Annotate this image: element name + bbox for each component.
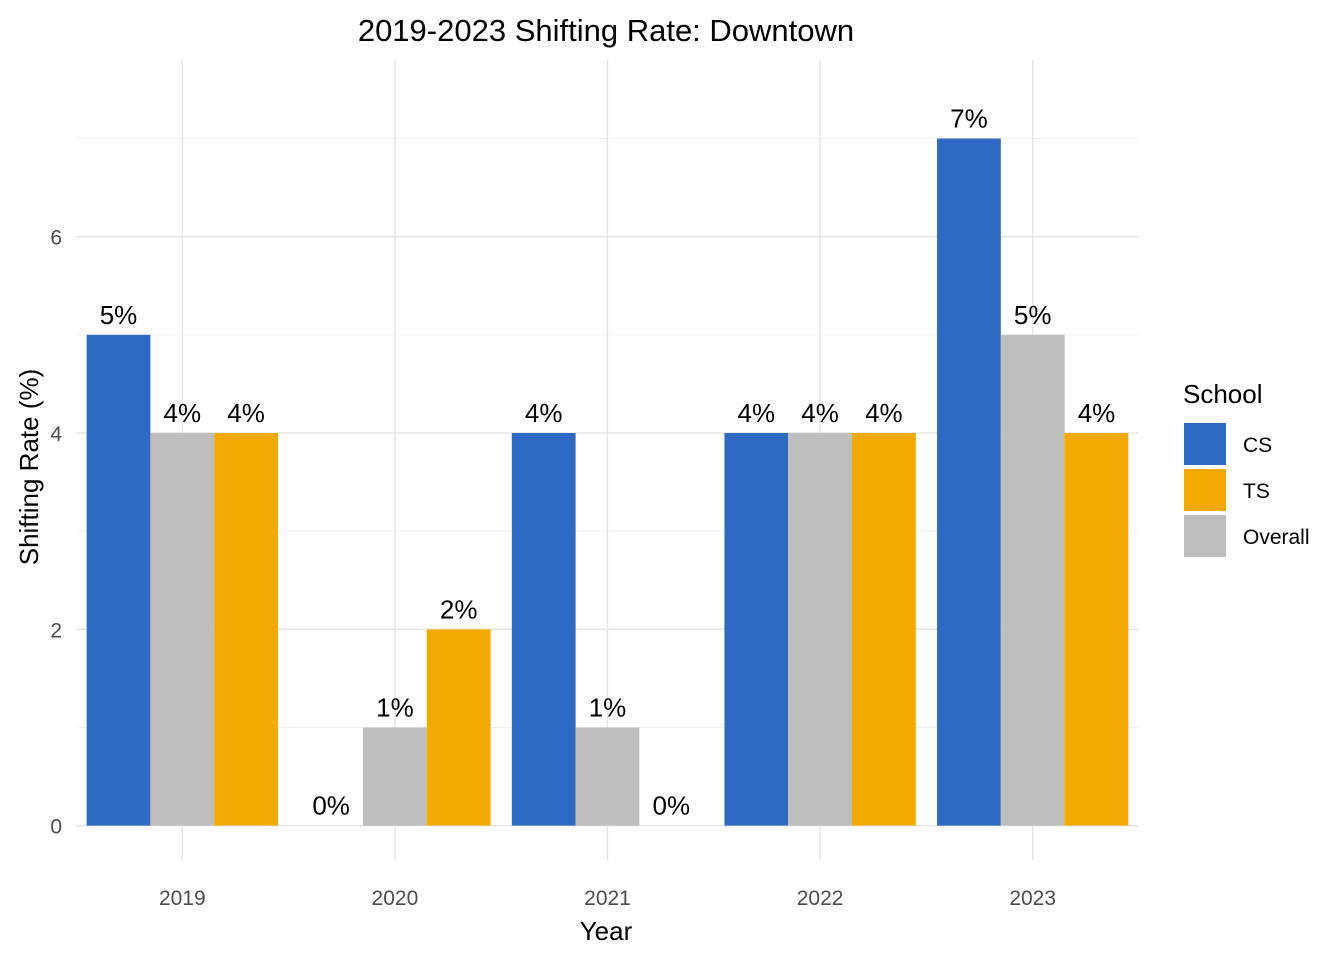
bar-overall-2022 bbox=[788, 433, 852, 826]
data-label-ts-2022: 4% bbox=[865, 398, 903, 428]
data-label-overall-2022: 4% bbox=[801, 398, 839, 428]
data-label-cs-2020: 0% bbox=[312, 791, 350, 821]
data-label-overall-2020: 1% bbox=[376, 692, 414, 722]
bar-cs-2023 bbox=[937, 138, 1001, 826]
data-label-cs-2023: 7% bbox=[950, 104, 988, 134]
data-label-ts-2020: 2% bbox=[440, 594, 478, 624]
data-label-overall-2023: 5% bbox=[1014, 300, 1052, 330]
bar-cs-2019 bbox=[86, 334, 151, 826]
data-label-overall-2019: 4% bbox=[164, 398, 202, 428]
x-tick-label: 2022 bbox=[797, 887, 844, 910]
bar-cs-2022 bbox=[724, 433, 789, 826]
legend-swatch-cs bbox=[1184, 423, 1226, 465]
data-label-ts-2023: 4% bbox=[1078, 398, 1116, 428]
legend-label-ts: TS bbox=[1243, 480, 1270, 503]
bar-ts-2020 bbox=[426, 629, 491, 826]
data-label-cs-2019: 5% bbox=[100, 300, 138, 330]
x-tick-label: 2020 bbox=[372, 887, 419, 910]
y-tick-label: 4 bbox=[50, 423, 62, 446]
bar-ts-2023 bbox=[1064, 433, 1129, 826]
legend-title: School bbox=[1183, 379, 1263, 409]
x-tick-label: 2019 bbox=[159, 887, 206, 910]
data-label-layer: 5% 0% 4% 4% 7% 4% 1% 1% 4% 5% 4% 2% 0% 4% 4% bbox=[100, 104, 1116, 821]
chart-title: 2019-2023 Shifting Rate: Downtown bbox=[358, 13, 854, 48]
x-axis-title: Year bbox=[580, 916, 633, 946]
data-label-ts-2019: 4% bbox=[227, 398, 265, 428]
legend-label-cs: CS bbox=[1243, 434, 1272, 457]
bar-cs-2021 bbox=[511, 433, 576, 826]
legend: School CS TS Overall bbox=[1183, 379, 1310, 557]
bar-ts-2022 bbox=[851, 433, 916, 826]
data-label-cs-2022: 4% bbox=[738, 398, 776, 428]
legend-swatch-ts bbox=[1184, 469, 1226, 511]
bar-ts-2019 bbox=[214, 433, 278, 826]
data-label-ts-2021: 0% bbox=[652, 791, 690, 821]
y-tick-label: 6 bbox=[50, 227, 62, 250]
bar-overall-2023 bbox=[1000, 334, 1065, 826]
legend-label-overall: Overall bbox=[1243, 526, 1310, 549]
data-label-cs-2021: 4% bbox=[525, 398, 563, 428]
data-label-overall-2021: 1% bbox=[589, 692, 627, 722]
bar-layer bbox=[86, 138, 1129, 826]
axis-layer: 0 2 4 6 2019 2020 2021 2022 2023 bbox=[50, 227, 1056, 910]
bar-overall-2019 bbox=[150, 433, 215, 826]
legend-swatch-overall bbox=[1184, 515, 1226, 557]
x-tick-label: 2023 bbox=[1009, 887, 1056, 910]
y-tick-label: 2 bbox=[50, 619, 62, 642]
y-tick-label: 0 bbox=[50, 816, 62, 839]
bar-overall-2021 bbox=[575, 727, 640, 826]
bar-overall-2020 bbox=[363, 727, 427, 826]
y-axis-title: Shifting Rate (%) bbox=[14, 369, 44, 566]
x-tick-label: 2021 bbox=[584, 887, 631, 910]
